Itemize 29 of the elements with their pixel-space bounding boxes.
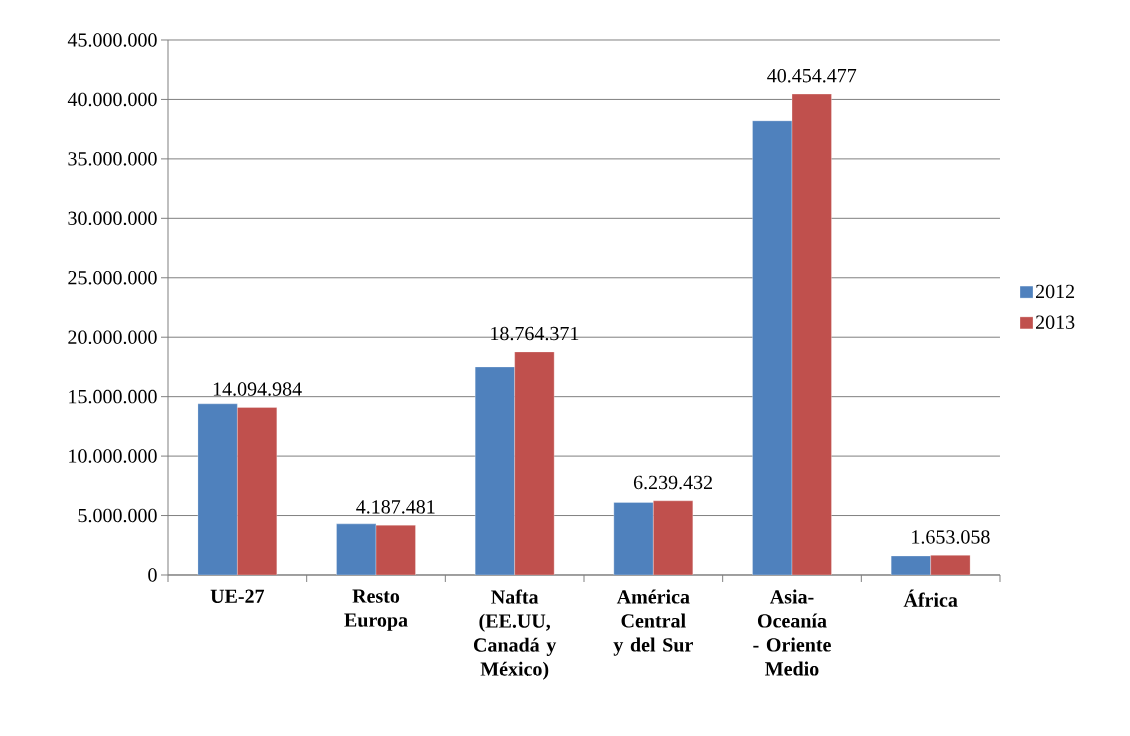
legend-label: 2012	[1036, 284, 1075, 299]
x-tick-label: Resto Europa	[344, 589, 408, 631]
y-tick-label: 0	[148, 568, 157, 582]
y-tick-label: 20.000.000	[68, 330, 157, 344]
y-tick-label: 25.000.000	[68, 270, 157, 285]
bar	[336, 523, 377, 575]
data-label: 14.094.984	[213, 382, 302, 396]
data-label: 4.187.481	[356, 500, 435, 514]
bar	[613, 502, 654, 575]
x-tick-label: América Central y del Sur	[613, 589, 693, 656]
x-tick-label: África	[903, 589, 958, 607]
y-tick-label: 45.000.000	[67, 33, 157, 47]
bar	[752, 120, 793, 575]
data-label: 18.764.371	[491, 326, 579, 341]
y-tick-label: 10.000.000	[69, 449, 157, 463]
x-tick-label: Asia- Oceanía - Oriente Medio	[753, 589, 831, 676]
y-tick-label: 40.000.000	[67, 92, 157, 107]
bar	[475, 366, 515, 575]
y-tick-label: 30.000.000	[68, 211, 157, 226]
data-label: 6.239.432	[633, 475, 712, 490]
x-tick-label: UE-27	[210, 589, 265, 603]
x-tick-label: Nafta (EE.UU, Canadá y México)	[473, 589, 557, 680]
bar	[197, 403, 238, 575]
data-label: 40.454.477	[767, 68, 857, 83]
data-label: 1.653.058	[912, 530, 990, 544]
y-tick-label: 15.000.000	[69, 389, 157, 404]
legend-label: 2013	[1036, 315, 1075, 329]
y-tick-label: 35.000.000	[68, 152, 157, 166]
y-tick-label: 5.000.000	[78, 508, 157, 523]
